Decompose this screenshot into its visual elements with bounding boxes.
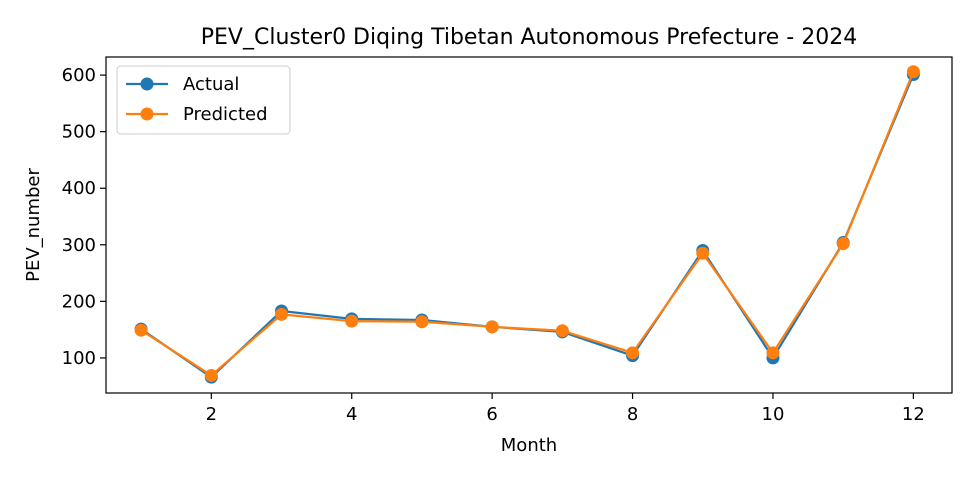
y-tick-label: 100: [62, 348, 96, 369]
data-point-predicted: [204, 368, 218, 382]
legend-swatch-marker-predicted: [140, 107, 154, 121]
x-tick-label: 8: [627, 404, 638, 425]
plot-frame: [105, 56, 953, 394]
x-tick-label: 10: [762, 404, 785, 425]
data-point-predicted: [345, 314, 359, 328]
y-axis-title: PEV_number: [23, 168, 44, 282]
data-point-predicted: [415, 315, 429, 329]
y-tick-label: 200: [62, 291, 96, 312]
data-point-predicted: [485, 320, 499, 334]
y-tick-label: 500: [62, 122, 96, 143]
x-axis-title: Month: [501, 435, 557, 456]
x-tick-label: 2: [206, 404, 217, 425]
x-tick-label: 6: [486, 404, 497, 425]
x-tick-label: 12: [902, 404, 925, 425]
series-line-predicted: [140, 71, 915, 377]
data-point-predicted: [766, 346, 780, 360]
x-tick-label: 4: [346, 404, 357, 425]
data-point-predicted: [626, 346, 640, 360]
data-point-predicted: [906, 65, 920, 79]
data-point-predicted: [555, 324, 569, 338]
data-point-predicted: [275, 307, 289, 321]
legend-label-actual: Actual: [183, 74, 239, 95]
y-tick-label: 600: [62, 65, 96, 86]
data-point-predicted: [134, 323, 148, 337]
data-point-predicted: [836, 237, 850, 251]
plot-area: 2 4 6 8 10 12 100 200 300 400 500 600 Actual Predicte…: [62, 56, 953, 425]
legend-label-predicted: Predicted: [183, 104, 268, 125]
y-tick-label: 300: [62, 235, 96, 256]
chart-title: PEV_Cluster0 Diqing Tibetan Autonomous P…: [201, 25, 857, 50]
data-point-predicted: [696, 246, 710, 260]
legend-swatch-marker-actual: [140, 77, 154, 91]
y-tick-label: 400: [62, 178, 96, 199]
